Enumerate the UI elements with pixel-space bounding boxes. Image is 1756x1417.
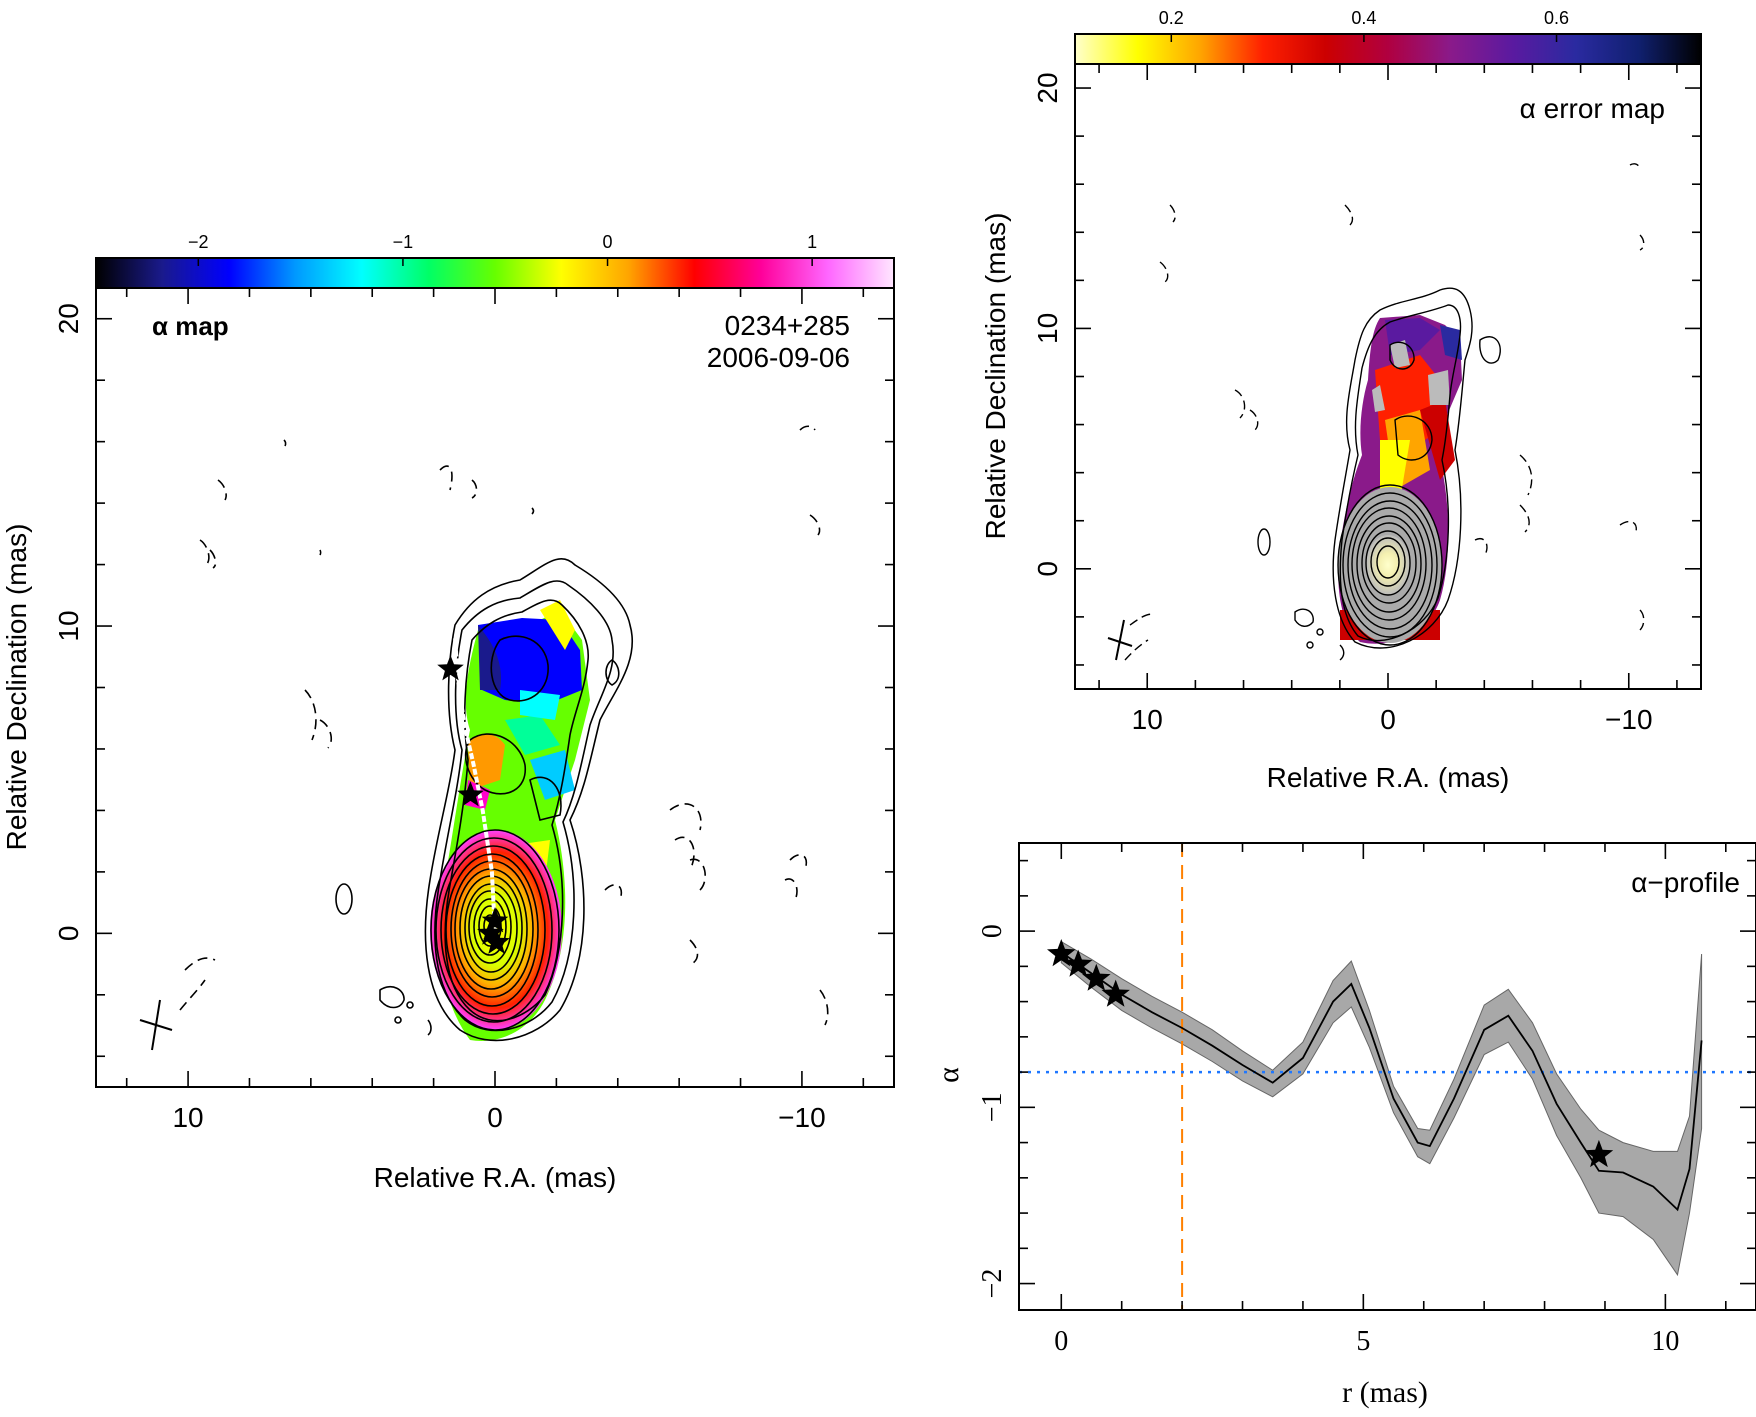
alpha-map-image bbox=[139, 425, 829, 1051]
alpha-error-map-xlabel: Relative R.A. (mas) bbox=[1267, 762, 1510, 793]
alpha-map-xlabel: Relative R.A. (mas) bbox=[374, 1162, 617, 1193]
alpha-map-components bbox=[437, 655, 510, 954]
alpha-map-panel: −2 −1 0 1 bbox=[1, 232, 895, 1193]
alpha-profile-axes: 0 5 10 0 −1 −2 bbox=[977, 843, 1756, 1357]
alpha-profile-ylabel: α bbox=[932, 1067, 965, 1083]
alpha-error-map-image bbox=[1107, 163, 1645, 661]
alpha-error-map-panel: 0.2 0.4 0.6 bbox=[980, 8, 1702, 793]
y-tick-label: 10 bbox=[53, 610, 84, 641]
y-tick-label: −2 bbox=[977, 1269, 1008, 1299]
colorbar-tick-label: 0.2 bbox=[1159, 8, 1184, 28]
alpha-map-label: α map bbox=[152, 311, 229, 341]
alpha-map-date: 2006-09-06 bbox=[707, 342, 850, 373]
x-tick-label: 5 bbox=[1356, 1326, 1370, 1357]
y-tick-label: 20 bbox=[1032, 72, 1063, 103]
y-tick-label: −1 bbox=[977, 1092, 1008, 1122]
colorbar-tick-label: −2 bbox=[188, 232, 209, 252]
component-star bbox=[1101, 979, 1130, 1007]
ridge-line bbox=[453, 638, 497, 934]
alpha-profile-components bbox=[1047, 939, 1614, 1168]
y-tick-label: 10 bbox=[1032, 313, 1063, 344]
y-tick-label: 20 bbox=[53, 303, 84, 334]
alpha-profile-frame bbox=[1018, 842, 1756, 1311]
alpha-map-ylabel: Relative Declination (mas) bbox=[1, 524, 32, 851]
alpha-map-beam-icon bbox=[139, 999, 173, 1051]
component-star bbox=[477, 919, 504, 945]
alpha-error-map-beam-icon bbox=[1107, 619, 1133, 661]
y-tick-label: 0 bbox=[53, 926, 84, 942]
x-tick-label: −10 bbox=[1605, 704, 1653, 735]
x-tick-label: 0 bbox=[1054, 1326, 1068, 1357]
y-tick-label: 0 bbox=[977, 924, 1008, 938]
colorbar-tick-label: 0 bbox=[603, 232, 613, 252]
x-tick-label: 0 bbox=[1380, 704, 1396, 735]
component-star bbox=[1047, 939, 1076, 967]
component-star bbox=[1063, 949, 1093, 977]
x-tick-label: 10 bbox=[1651, 1326, 1679, 1357]
alpha-error-colorbar-ticks: 0.2 0.4 0.6 bbox=[1159, 8, 1569, 42]
alpha-colorbar bbox=[95, 257, 895, 289]
alpha-profile-panel: 0 5 10 0 −1 −2 α−profile r (mas) α bbox=[932, 842, 1756, 1409]
alpha-error-colorbar bbox=[1074, 33, 1702, 65]
x-tick-label: 0 bbox=[487, 1102, 503, 1133]
alpha-error-map-label: α error map bbox=[1520, 93, 1665, 124]
alpha-map-source: 0234+285 bbox=[725, 310, 850, 341]
component-star bbox=[483, 928, 510, 954]
y-tick-label: 0 bbox=[1032, 561, 1063, 577]
x-tick-label: 10 bbox=[172, 1102, 203, 1133]
x-tick-label: 10 bbox=[1132, 704, 1163, 735]
alpha-profile-error-band bbox=[1060, 940, 1703, 1277]
alpha-profile-xlabel: r (mas) bbox=[1342, 1376, 1428, 1409]
alpha-colorbar-ticks: −2 −1 0 1 bbox=[188, 232, 817, 266]
component-star bbox=[1082, 963, 1111, 991]
colorbar-tick-label: 0.4 bbox=[1351, 8, 1376, 28]
colorbar-tick-label: −1 bbox=[393, 232, 414, 252]
alpha-map-ridge-line bbox=[453, 638, 497, 934]
component-star bbox=[481, 907, 509, 933]
component-star bbox=[1584, 1139, 1614, 1168]
alpha-profile-line bbox=[1060, 951, 1703, 1212]
alpha-map-axes: 10 0 −10 0 10 20 bbox=[53, 288, 894, 1133]
colorbar-tick-label: 0.6 bbox=[1544, 8, 1569, 28]
component-star bbox=[437, 655, 464, 681]
alpha-profile-label: α−profile bbox=[1631, 867, 1740, 898]
component-star bbox=[457, 781, 484, 807]
alpha-error-map-axes: 10 0 −10 0 10 20 bbox=[1032, 64, 1701, 735]
alpha-error-map-ylabel: Relative Declination (mas) bbox=[980, 213, 1011, 540]
colorbar-tick-label: 1 bbox=[807, 232, 817, 252]
x-tick-label: −10 bbox=[778, 1102, 826, 1133]
